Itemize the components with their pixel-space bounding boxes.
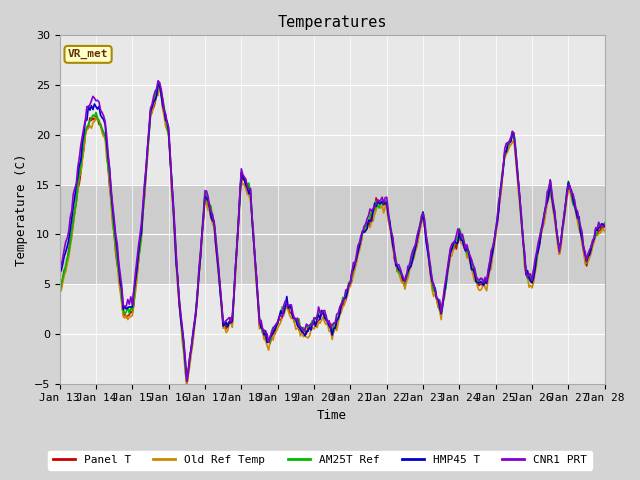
CNR1 PRT bbox=[154, 78, 162, 84]
HMP45 T bbox=[154, 81, 162, 87]
CNR1 PRT bbox=[387, 229, 395, 235]
Panel T bbox=[369, 209, 377, 215]
Old Ref Temp bbox=[538, 231, 545, 237]
Old Ref Temp bbox=[71, 210, 79, 216]
HMP45 T bbox=[159, 103, 166, 108]
CNR1 PRT bbox=[56, 266, 63, 272]
AM25T Ref bbox=[538, 225, 545, 231]
Legend: Panel T, Old Ref Temp, AM25T Ref, HMP45 T, CNR1 PRT: Panel T, Old Ref Temp, AM25T Ref, HMP45 … bbox=[48, 451, 592, 469]
Line: AM25T Ref: AM25T Ref bbox=[60, 83, 605, 381]
AM25T Ref bbox=[159, 96, 166, 101]
Line: CNR1 PRT: CNR1 PRT bbox=[60, 81, 605, 381]
AM25T Ref bbox=[156, 80, 163, 86]
Panel T bbox=[183, 383, 191, 388]
AM25T Ref bbox=[71, 205, 79, 211]
Old Ref Temp bbox=[183, 382, 191, 388]
Panel T bbox=[71, 209, 79, 215]
Line: HMP45 T: HMP45 T bbox=[60, 84, 605, 381]
CNR1 PRT bbox=[71, 186, 79, 192]
Bar bbox=[60, 184, 605, 284]
Panel T bbox=[538, 230, 545, 236]
Panel T bbox=[156, 83, 163, 88]
HMP45 T bbox=[183, 378, 191, 384]
Old Ref Temp bbox=[601, 228, 609, 234]
Old Ref Temp bbox=[156, 84, 163, 89]
AM25T Ref bbox=[399, 275, 407, 281]
AM25T Ref bbox=[369, 209, 377, 215]
HMP45 T bbox=[399, 277, 407, 283]
HMP45 T bbox=[601, 224, 609, 229]
Panel T bbox=[159, 98, 166, 104]
Old Ref Temp bbox=[56, 290, 63, 296]
HMP45 T bbox=[387, 231, 395, 237]
Line: Old Ref Temp: Old Ref Temp bbox=[60, 86, 605, 385]
Panel T bbox=[387, 231, 395, 237]
AM25T Ref bbox=[387, 227, 395, 233]
CNR1 PRT bbox=[369, 206, 377, 212]
Line: Panel T: Panel T bbox=[60, 85, 605, 385]
HMP45 T bbox=[369, 209, 377, 215]
Y-axis label: Temperature (C): Temperature (C) bbox=[15, 153, 28, 265]
HMP45 T bbox=[71, 194, 79, 200]
Panel T bbox=[399, 280, 407, 286]
Panel T bbox=[56, 290, 63, 296]
Panel T bbox=[601, 220, 609, 226]
Old Ref Temp bbox=[399, 279, 407, 285]
Old Ref Temp bbox=[159, 106, 166, 112]
AM25T Ref bbox=[56, 292, 63, 298]
Old Ref Temp bbox=[369, 218, 377, 224]
AM25T Ref bbox=[601, 220, 609, 226]
Text: VR_met: VR_met bbox=[68, 49, 108, 60]
CNR1 PRT bbox=[159, 96, 166, 101]
CNR1 PRT bbox=[601, 222, 609, 228]
CNR1 PRT bbox=[399, 275, 407, 280]
AM25T Ref bbox=[183, 378, 191, 384]
CNR1 PRT bbox=[538, 227, 545, 233]
Old Ref Temp bbox=[387, 234, 395, 240]
HMP45 T bbox=[538, 229, 545, 235]
Title: Temperatures: Temperatures bbox=[278, 15, 387, 30]
HMP45 T bbox=[56, 270, 63, 276]
X-axis label: Time: Time bbox=[317, 409, 348, 422]
CNR1 PRT bbox=[183, 378, 191, 384]
